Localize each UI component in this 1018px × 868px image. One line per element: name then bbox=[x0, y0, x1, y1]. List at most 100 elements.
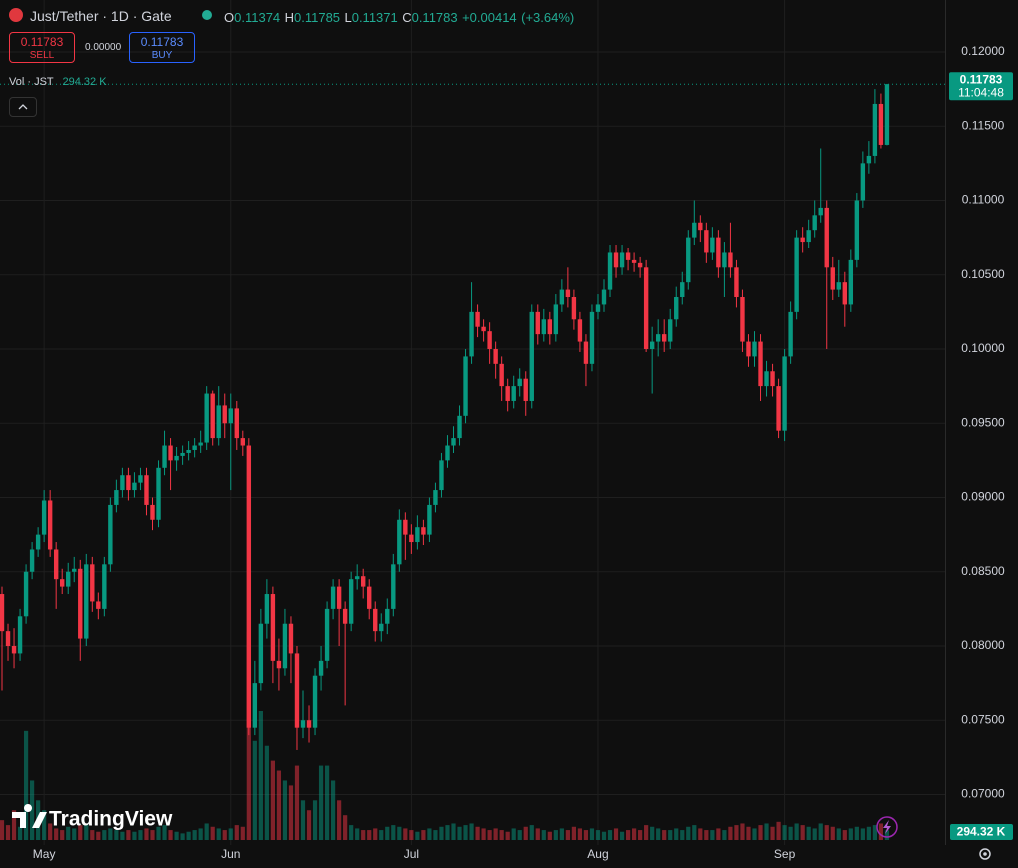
volume-bar bbox=[650, 826, 655, 840]
candle-body bbox=[625, 252, 631, 260]
volume-bar bbox=[583, 830, 589, 840]
volume-bar bbox=[445, 825, 450, 840]
candle-body bbox=[5, 631, 11, 647]
lightning-button[interactable] bbox=[876, 816, 898, 838]
volume-bar bbox=[288, 785, 294, 840]
volume-bar bbox=[806, 826, 811, 840]
candle-body bbox=[156, 467, 161, 520]
candle-body bbox=[824, 207, 829, 268]
volume-bar bbox=[433, 830, 438, 840]
volume-bar bbox=[234, 825, 239, 840]
volume-bar bbox=[385, 826, 390, 840]
volume-bar bbox=[186, 831, 191, 840]
volume-bar bbox=[638, 830, 643, 840]
sell-label: SELL bbox=[29, 50, 55, 61]
volume-bar bbox=[541, 830, 546, 840]
candle-body bbox=[535, 311, 540, 335]
candle-body bbox=[517, 378, 522, 387]
volume-bar bbox=[824, 825, 829, 840]
volume-bar bbox=[246, 631, 251, 840]
volume-bar bbox=[415, 831, 420, 840]
volume-bar bbox=[535, 828, 540, 840]
candle-body bbox=[403, 519, 408, 535]
volume-bar bbox=[722, 830, 727, 840]
volume-bar bbox=[108, 828, 113, 840]
candle-body bbox=[740, 297, 745, 342]
candle-body bbox=[126, 475, 131, 491]
volume-bar bbox=[529, 825, 534, 840]
candle-body bbox=[144, 475, 149, 505]
y-tick-label: 0.12000 bbox=[961, 44, 1005, 58]
candle-body bbox=[493, 348, 498, 364]
candle-body bbox=[704, 230, 709, 253]
collapse-button[interactable] bbox=[9, 97, 37, 117]
settings-button[interactable] bbox=[979, 848, 991, 860]
candle-body bbox=[354, 576, 360, 580]
candle-body bbox=[541, 319, 546, 335]
candle-body bbox=[439, 460, 444, 491]
volume-bar bbox=[758, 825, 763, 840]
candle-body bbox=[674, 297, 679, 320]
symbol-icon bbox=[9, 8, 23, 22]
candle-body bbox=[204, 393, 209, 443]
high-label: H bbox=[284, 10, 294, 25]
volume-bar bbox=[324, 765, 330, 840]
candle-body bbox=[258, 623, 264, 684]
candle-body bbox=[475, 311, 480, 327]
candle-body bbox=[457, 415, 462, 439]
volume-bar bbox=[421, 830, 426, 840]
candle-body bbox=[306, 720, 312, 728]
volume-value-label: 294.32 K bbox=[957, 825, 1006, 839]
volume-bar bbox=[114, 830, 119, 840]
volume-bar bbox=[740, 823, 745, 840]
sell-button[interactable]: 0.11783 SELL bbox=[9, 32, 75, 63]
tradingview-logo: TradingView bbox=[12, 804, 173, 831]
volume-bar bbox=[294, 765, 300, 840]
volume-bar bbox=[144, 828, 149, 840]
volume-bar bbox=[625, 830, 631, 840]
volume-bar bbox=[156, 826, 161, 840]
volume-bar bbox=[168, 830, 173, 840]
candle-body bbox=[84, 564, 89, 639]
x-tick-label: Sep bbox=[774, 847, 796, 861]
volume-bar bbox=[30, 780, 35, 840]
candle-body bbox=[312, 675, 318, 728]
volume-bar bbox=[216, 828, 221, 840]
candle-body bbox=[583, 341, 589, 364]
candle-body bbox=[132, 482, 137, 491]
candle-body bbox=[764, 371, 769, 387]
candle-body bbox=[318, 660, 324, 676]
logo-icon bbox=[12, 804, 47, 828]
candle-body bbox=[445, 445, 450, 461]
candle-body bbox=[228, 408, 233, 424]
candle-body bbox=[162, 445, 167, 468]
volume-bar bbox=[102, 830, 107, 840]
volume-bar bbox=[54, 828, 59, 840]
volume-bar bbox=[264, 745, 269, 840]
volume-bar bbox=[409, 830, 414, 840]
x-tick-label: Jul bbox=[404, 847, 419, 861]
candle-body bbox=[29, 549, 35, 572]
volume-bar bbox=[686, 826, 691, 840]
candle-body bbox=[710, 237, 715, 253]
candle-body bbox=[41, 500, 47, 535]
candle-body bbox=[505, 386, 510, 401]
volume-bar bbox=[198, 828, 203, 840]
candle-body bbox=[589, 311, 595, 364]
volume-bar bbox=[210, 826, 215, 840]
volume-bar bbox=[764, 823, 769, 840]
volume-legend-value: 294.32 K bbox=[62, 76, 107, 88]
volume-bar bbox=[619, 831, 625, 840]
volume-bar bbox=[589, 828, 595, 840]
volume-bar bbox=[481, 828, 486, 840]
collapse-icon bbox=[18, 104, 28, 110]
volume-bar bbox=[704, 830, 709, 840]
buy-button[interactable]: 0.11783 BUY bbox=[129, 32, 195, 63]
y-tick-label: 0.10000 bbox=[961, 341, 1005, 355]
volume-bar bbox=[794, 823, 799, 840]
candle-body bbox=[252, 683, 258, 728]
symbol-title[interactable]: Just/Tether · 1D · Gate bbox=[30, 8, 172, 24]
volume-bar bbox=[397, 826, 402, 840]
candle-body bbox=[884, 84, 890, 145]
candle-body bbox=[415, 527, 420, 543]
